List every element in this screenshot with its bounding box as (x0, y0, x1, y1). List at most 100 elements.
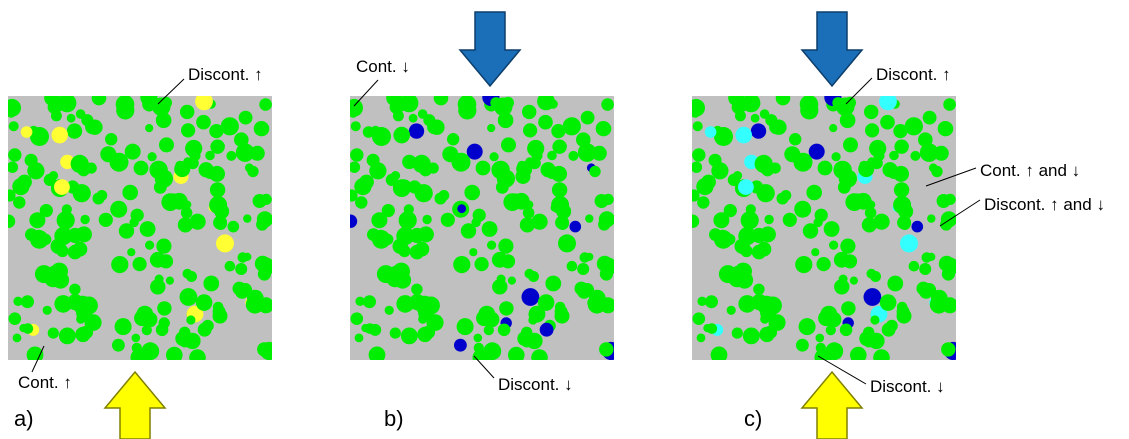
grain (473, 333, 483, 343)
grain (440, 212, 455, 227)
grain (122, 184, 138, 201)
panel-a-pointer-cont-up (31, 345, 45, 373)
grain (918, 132, 933, 147)
grain (447, 133, 460, 146)
grain (870, 271, 881, 282)
grain (692, 214, 700, 228)
grain (763, 325, 778, 339)
grain (591, 145, 607, 161)
grain (776, 192, 789, 205)
grain (834, 279, 850, 295)
grain (893, 182, 910, 198)
grain (466, 143, 483, 160)
grain (840, 238, 856, 254)
grain (908, 260, 920, 272)
grain (568, 150, 579, 161)
grain (464, 184, 481, 201)
grain (237, 252, 248, 263)
grain (189, 349, 206, 360)
grain (212, 308, 228, 324)
grain (238, 110, 253, 125)
grain (585, 214, 594, 223)
grain (205, 150, 215, 161)
grain (427, 162, 439, 174)
grain (692, 148, 706, 162)
grain (738, 226, 757, 246)
grain (69, 283, 81, 295)
grain (839, 112, 856, 129)
grain (692, 121, 703, 132)
grain (799, 204, 809, 214)
grain (20, 126, 33, 138)
panel-a-annotation-discont-up: Discont. ↑ (188, 65, 263, 84)
grain (30, 127, 49, 146)
grain (115, 204, 125, 214)
grain (350, 121, 361, 132)
grain (714, 127, 733, 146)
grain (919, 143, 939, 162)
grain (253, 121, 269, 137)
grain (508, 346, 525, 360)
grain (50, 110, 62, 122)
grain (817, 160, 833, 176)
grain (245, 295, 264, 314)
grain (816, 257, 831, 272)
grain (870, 315, 880, 325)
grain (692, 161, 703, 173)
grain (12, 333, 22, 343)
grain (160, 96, 172, 109)
grain (566, 260, 578, 272)
grain (189, 150, 201, 162)
grain (243, 214, 252, 223)
grain (873, 150, 885, 162)
grain (602, 257, 614, 271)
grain (155, 112, 172, 129)
grain (408, 180, 422, 194)
grain (8, 148, 22, 162)
grain (247, 165, 259, 178)
grain (519, 217, 536, 233)
grain (919, 263, 932, 275)
grain (937, 121, 953, 137)
grain (528, 271, 539, 282)
grain (453, 256, 471, 274)
grain (769, 162, 781, 174)
grain (372, 127, 391, 146)
grain (111, 256, 129, 274)
grain (220, 117, 239, 136)
grain (811, 248, 820, 257)
grain (483, 342, 502, 360)
grain (579, 252, 590, 263)
grain (216, 234, 234, 253)
grain (469, 248, 478, 257)
grain (558, 141, 567, 151)
grain (51, 126, 68, 144)
grain (697, 196, 710, 209)
grain (782, 212, 797, 227)
grain (850, 346, 867, 360)
grain (29, 212, 46, 229)
grain (497, 112, 514, 129)
grain (50, 262, 68, 280)
grain (257, 342, 272, 357)
panel-a-bottom-up-arrow (103, 370, 167, 439)
panel-c-annotation-discont-both: Discont. ↑ and ↓ (984, 195, 1105, 214)
grain (75, 109, 86, 119)
grain (696, 333, 706, 343)
grain (355, 196, 368, 209)
grain (498, 238, 514, 254)
grain (8, 189, 16, 202)
grain (421, 296, 440, 315)
grain (558, 234, 576, 253)
grain (943, 98, 956, 111)
grain (368, 346, 386, 360)
grain (434, 192, 447, 205)
grain (716, 229, 730, 243)
grain (132, 257, 147, 272)
grain (155, 323, 169, 337)
grain (58, 327, 76, 345)
grain (13, 196, 26, 209)
grain (189, 213, 206, 230)
grain (145, 240, 155, 250)
grain (109, 152, 129, 172)
